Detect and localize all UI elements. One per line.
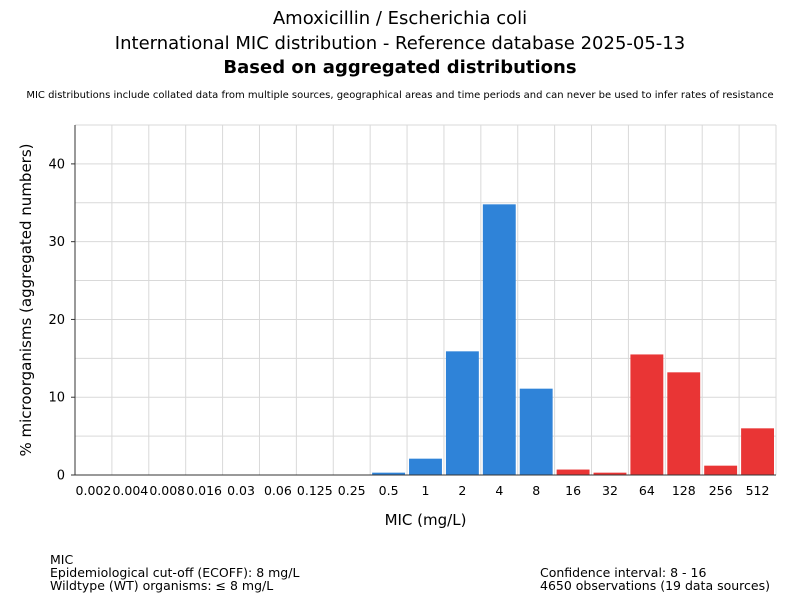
footer-right: Confidence interval: 8 - 16 4650 observa… bbox=[540, 566, 770, 592]
bar-0.5 bbox=[372, 472, 406, 475]
bar-4 bbox=[482, 204, 516, 476]
x-tick-label: 128 bbox=[672, 483, 696, 498]
x-tick-label: 1 bbox=[422, 483, 430, 498]
bar-1 bbox=[409, 458, 442, 475]
grid-lines bbox=[74, 124, 777, 476]
y-tick-label: 20 bbox=[48, 313, 65, 328]
x-tick-label: 0.25 bbox=[338, 483, 366, 498]
x-tick-label: 8 bbox=[532, 483, 540, 498]
chart-title-line1: Amoxicillin / Escherichia coli bbox=[272, 8, 528, 29]
footer-mic-label: MIC bbox=[50, 552, 74, 567]
y-tick-label: 0 bbox=[57, 469, 65, 484]
x-tick-label: 4 bbox=[495, 483, 503, 498]
chart-subtitle: MIC distributions include collated data … bbox=[26, 90, 774, 101]
chart-title-line3: Based on aggregated distributions bbox=[223, 57, 577, 78]
x-tick-label: 0.5 bbox=[379, 483, 399, 498]
y-tick-label: 40 bbox=[48, 157, 65, 172]
y-axis-title: % microorganisms (aggregated numbers) bbox=[17, 143, 35, 456]
x-tick-label: 64 bbox=[639, 483, 655, 498]
x-tick-label: 512 bbox=[746, 483, 770, 498]
x-tick-label: 32 bbox=[602, 483, 618, 498]
footer-wildtype: Wildtype (WT) organisms: ≤ 8 mg/L bbox=[50, 578, 274, 593]
chart-title-line2: International MIC distribution - Referen… bbox=[114, 33, 686, 54]
x-tick-label: 0.016 bbox=[186, 483, 222, 498]
bar-512 bbox=[741, 428, 774, 475]
footer-confidence-interval: Confidence interval: 8 - 16 bbox=[540, 565, 707, 580]
bar-8 bbox=[519, 388, 553, 475]
y-tick-label: 30 bbox=[48, 235, 65, 250]
tick-labels: 0 10 20 30 40 0.002 0.004 0.008 0.016 0.03 0.06 0.1… bbox=[17, 143, 769, 529]
x-tick-label: 0.002 bbox=[76, 483, 112, 498]
x-tick-label: 256 bbox=[709, 483, 733, 498]
x-tick-label: 0.125 bbox=[297, 483, 333, 498]
x-tick-label: 2 bbox=[458, 483, 466, 498]
bar-2 bbox=[445, 351, 479, 475]
bars bbox=[372, 204, 774, 476]
footer-ecoff: Epidemiological cut-off (ECOFF): 8 mg/L bbox=[50, 565, 300, 580]
bar-64 bbox=[630, 354, 664, 475]
footer-observations: 4650 observations (19 data sources) bbox=[540, 578, 770, 593]
x-axis-title: MIC (mg/L) bbox=[385, 511, 467, 529]
bar-32 bbox=[593, 472, 627, 475]
x-tick-label: 0.008 bbox=[149, 483, 185, 498]
x-tick-label: 0.06 bbox=[264, 483, 292, 498]
x-tick-label: 0.03 bbox=[227, 483, 255, 498]
x-tick-label: 16 bbox=[565, 483, 581, 498]
bar-128 bbox=[667, 372, 701, 475]
bar-16 bbox=[556, 469, 590, 475]
footer-left: MIC Epidemiological cut-off (ECOFF): 8 m… bbox=[50, 553, 299, 592]
y-tick-label: 10 bbox=[48, 391, 65, 406]
bar-256 bbox=[704, 465, 738, 475]
x-tick-label: 0.004 bbox=[112, 483, 148, 498]
axes bbox=[71, 125, 776, 476]
